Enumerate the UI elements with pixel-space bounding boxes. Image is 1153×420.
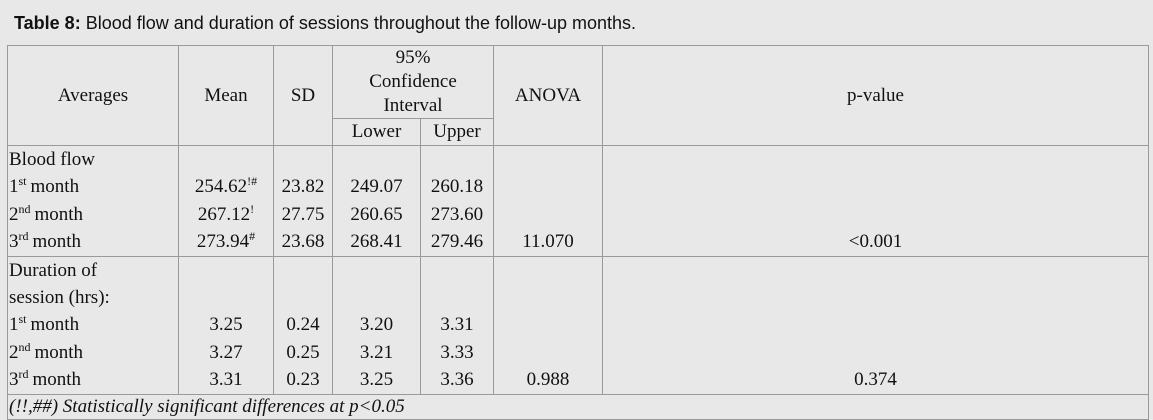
lower-cell: 249.07 260.65 268.41	[332, 145, 421, 257]
mean-cell: 3.25 3.27 3.31	[178, 255, 274, 395]
header-cell: ANOVA	[493, 45, 603, 146]
month-word: month	[32, 231, 82, 253]
lower-value: 3.25	[359, 369, 394, 391]
sd-cell: 23.82 27.75 23.68	[273, 145, 333, 257]
month-label: 3rd month	[9, 228, 176, 255]
lower-value: 268.41	[350, 231, 403, 253]
upper-value: 260.18	[430, 176, 484, 198]
group-row: Blood flow 1st month 2nd month 3rd month 254.62…	[7, 145, 1149, 257]
header-cell: 95% Confidence Interval	[332, 45, 494, 119]
lower-value: 3.20	[359, 314, 394, 336]
month-label: 1st month	[9, 173, 176, 200]
table-caption: Table 8: Blood flow and duration of sess…	[14, 13, 636, 34]
upper-value: 273.60	[430, 203, 484, 225]
mean-value: 254.62!#	[181, 173, 271, 200]
mean-value: 3.31	[181, 366, 271, 393]
ordinal-suffix: nd	[18, 201, 31, 216]
mean-number: 273.94	[196, 231, 250, 253]
sd-value: 0.23	[286, 369, 320, 391]
data-table: Averages Mean SD 95% Confidence Interval…	[7, 45, 1149, 420]
ordinal: 3	[9, 231, 19, 253]
ordinal: 2	[9, 203, 19, 225]
mean-number: 3.25	[209, 314, 243, 336]
month-label: 3rd month	[9, 366, 176, 393]
ordinal-suffix: rd	[18, 229, 29, 244]
p-value-cell: 0.374	[602, 255, 1149, 395]
upper-cell: 3.31 3.33 3.36	[420, 255, 494, 395]
sd-value: 0.25	[286, 341, 320, 363]
sd-value: 23.82	[281, 176, 325, 198]
month-label: 2nd month	[9, 201, 176, 228]
significance-mark: #	[249, 229, 256, 244]
mean-number: 254.62	[194, 176, 248, 198]
sd-value: 27.75	[281, 203, 325, 225]
header-cell: Lower	[332, 118, 421, 146]
month-word: month	[30, 176, 80, 198]
header-cell: Mean	[178, 45, 274, 146]
header-cell: Averages	[7, 45, 179, 146]
upper-value: 279.46	[430, 231, 484, 253]
caption-label: Table 8:	[14, 13, 81, 33]
footnote: (!!,##) Statistically significant differ…	[7, 393, 1149, 420]
month-label: 2nd month	[9, 339, 176, 366]
ordinal-suffix: st	[18, 312, 27, 327]
sd-value: 23.68	[281, 231, 325, 253]
month-label: 1st month	[9, 311, 176, 338]
group-label: Duration of	[9, 259, 98, 281]
mean-value: 267.12!	[181, 201, 271, 228]
mean-value: 3.25	[181, 311, 271, 338]
significance-mark: !	[250, 201, 255, 216]
upper-value: 3.33	[440, 341, 474, 363]
lower-value: 3.21	[359, 341, 394, 363]
page: Table 8: Blood flow and duration of sess…	[7, 13, 1149, 420]
mean-value: 3.27	[181, 339, 271, 366]
month-word: month	[32, 369, 82, 391]
mean-value: 273.94#	[181, 228, 271, 255]
ordinal-suffix: st	[18, 174, 27, 189]
ordinal: 2	[9, 341, 19, 363]
ordinal: 1	[9, 314, 19, 336]
mean-number: 3.31	[209, 369, 243, 391]
ordinal-suffix: nd	[18, 339, 31, 354]
significance-mark: !#	[247, 174, 258, 189]
header-row: Lower Upper	[8, 118, 1149, 146]
month-word: month	[30, 314, 80, 336]
table-header: Averages Mean SD 95% Confidence Interval…	[7, 45, 1149, 146]
header-cell: p-value	[602, 45, 1149, 146]
group-label: session (hrs):	[9, 287, 110, 309]
table-body: Blood flow 1st month 2nd month 3rd month 254.62…	[7, 145, 1149, 420]
lower-value: 260.65	[350, 203, 403, 225]
upper-value: 3.36	[440, 369, 474, 391]
anova-cell: 11.070	[493, 145, 603, 257]
mean-number: 3.27	[209, 341, 243, 363]
upper-cell: 260.18 273.60 279.46	[420, 145, 494, 257]
group-label: Blood flow	[9, 149, 96, 170]
sd-cell: 0.24 0.25 0.23	[273, 255, 333, 395]
ordinal: 3	[9, 369, 19, 391]
lower-cell: 3.20 3.21 3.25	[332, 255, 421, 395]
month-word: month	[34, 341, 84, 363]
anova-cell: 0.988	[493, 255, 603, 395]
group-row: Duration of session (hrs): 1st month 2nd mont…	[7, 255, 1149, 395]
month-word: month	[34, 203, 84, 225]
mean-cell: 254.62!# 267.12! 273.94#	[178, 145, 274, 257]
header-cell: SD	[273, 45, 333, 146]
label-cell: Blood flow 1st month 2nd month 3rd month	[7, 145, 179, 257]
header-row: Averages Mean SD 95% Confidence Interval…	[7, 45, 1149, 146]
caption-text: Blood flow and duration of sessions thro…	[85, 13, 637, 33]
sd-value: 0.24	[286, 314, 320, 336]
ordinal-suffix: rd	[18, 367, 29, 382]
p-value-cell: <0.001	[602, 145, 1149, 257]
ordinal: 1	[9, 176, 19, 198]
label-cell: Duration of session (hrs): 1st month 2nd mont…	[7, 255, 179, 395]
mean-number: 267.12	[197, 203, 251, 225]
footnote-row: (!!,##) Statistically significant differ…	[7, 393, 1149, 420]
upper-value: 3.31	[440, 314, 474, 336]
lower-value: 249.07	[350, 176, 403, 198]
header-cell: Upper	[420, 118, 494, 146]
